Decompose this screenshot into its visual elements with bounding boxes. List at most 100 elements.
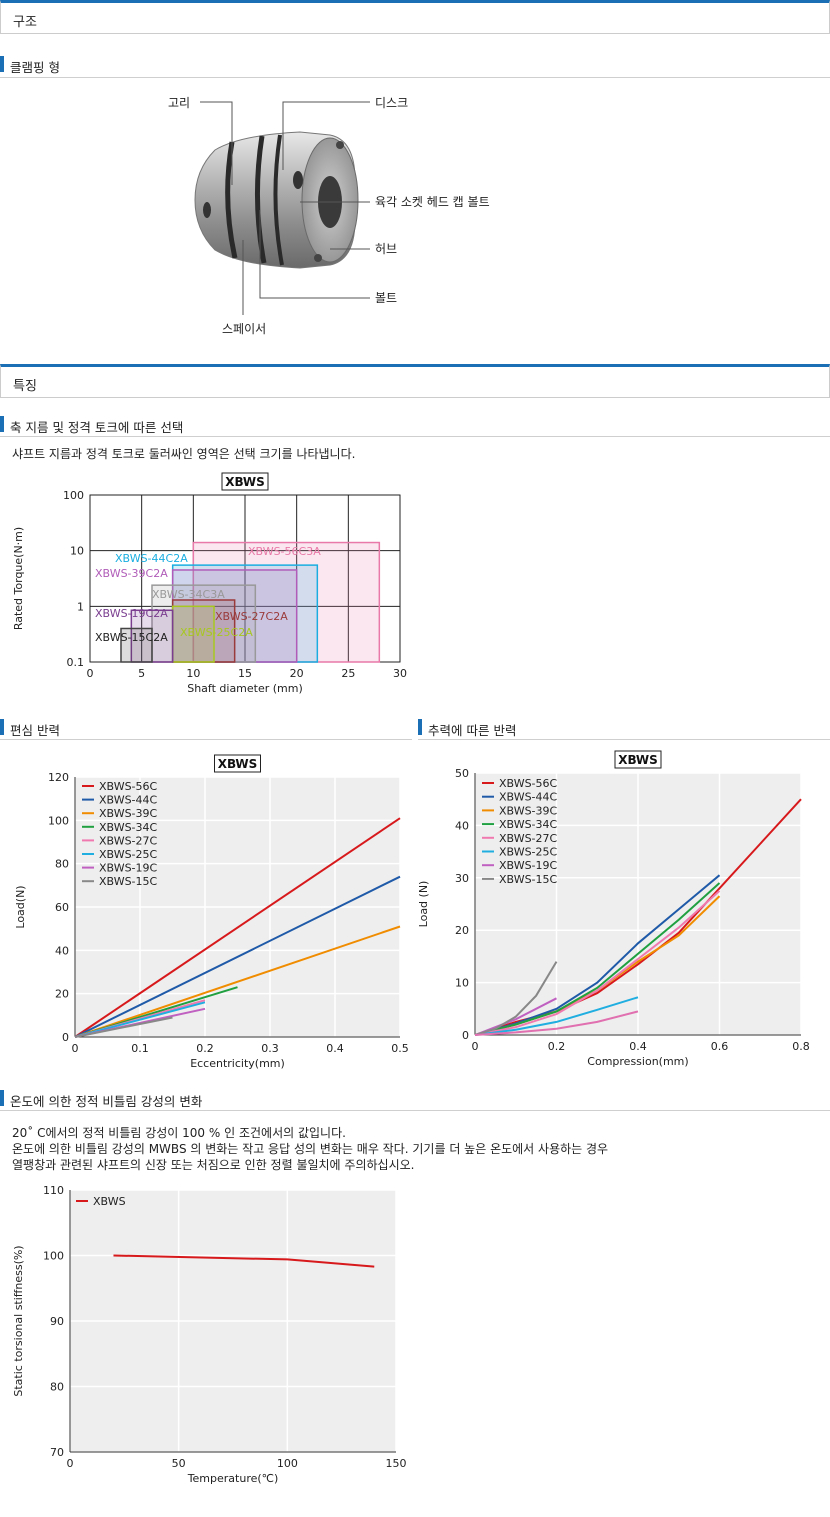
y-tick-label: 120: [48, 771, 69, 784]
region-xbws-15c2a: [120, 627, 153, 663]
series-line-xbws-19c-low: [474, 1010, 639, 1036]
x-tick-label: 150: [386, 1457, 407, 1470]
legend-entry: XBWS-44C: [99, 794, 158, 807]
x-tick-label: 0: [72, 1042, 79, 1055]
section-title: 특징: [13, 379, 37, 394]
y-tick-label: 70: [50, 1446, 64, 1459]
label-spacer: 스페이서: [222, 322, 266, 336]
y-tick-label: 20: [55, 988, 69, 1001]
x-tick-label: 0.4: [326, 1042, 344, 1055]
y-tick-label: 20: [455, 924, 469, 937]
y-tick-label: 90: [50, 1315, 64, 1328]
subsection-title: 축 지름 및 정격 토크에 따른 선택: [10, 420, 184, 435]
series-line-xbws-15c: [474, 961, 558, 1036]
region-label: XBWS-39C2A: [95, 567, 168, 580]
region-label: XBWS-56C3A: [248, 545, 321, 558]
x-tick-label: 0.4: [629, 1040, 647, 1053]
x-tick-label: 0: [87, 667, 94, 680]
x-axis-label: Eccentricity(mm): [190, 1057, 285, 1070]
x-tick-label: 100: [277, 1457, 298, 1470]
legend-entry: XBWS-19C: [499, 859, 558, 872]
y-tick-label: 30: [455, 872, 469, 885]
chart-title-box: [221, 472, 269, 491]
legend-entry: XBWS-15C: [499, 873, 558, 886]
series-line-xbws-44c: [74, 875, 401, 1038]
temperature-chart: 0 50 100 150 70 80 90 100 110 Temperature(℃) Stati…: [12, 1184, 407, 1485]
x-tick-label: 0: [472, 1040, 479, 1053]
x-axis-label: Shaft diameter (mm): [187, 682, 303, 695]
y-tick-label: 60: [55, 901, 69, 914]
series-line-xbws-56c: [74, 817, 401, 1038]
y-tick-label: 100: [43, 1250, 64, 1263]
accent-bar: [418, 719, 422, 735]
legend-entry: XBWS-39C: [499, 804, 558, 817]
region-label: XBWS-15C2A: [95, 631, 168, 644]
x-axis-label: Temperature(℃): [187, 1472, 279, 1485]
region-label: XBWS-19C2A: [95, 607, 168, 620]
subsection-selection: 축 지름 및 정격 토크에 따른 선택: [0, 414, 830, 436]
y-tick-label: 100: [63, 489, 84, 502]
y-tick-label: 10: [70, 545, 84, 558]
legend-entry: XBWS-44C: [499, 791, 558, 804]
x-tick-label: 0.1: [131, 1042, 149, 1055]
subsection-eccentric: 편심 반력: [0, 717, 412, 739]
temp-note-1: 20˚ C에서의 정적 비틀림 강성이 100 % 인 조건에서의 값입니다.: [12, 1126, 346, 1140]
chart-title: XBWS: [218, 757, 258, 771]
label-disk: 디스크: [375, 96, 408, 110]
y-tick-label: 80: [55, 858, 69, 871]
legend-entry: XBWS-27C: [99, 834, 158, 847]
y-tick-label: 10: [455, 977, 469, 990]
divider: [0, 739, 412, 740]
legend-entry: XBWS-15C: [99, 875, 158, 888]
region-label: XBWS-34C3A: [152, 588, 225, 601]
region-label: XBWS-27C2A: [215, 610, 288, 623]
chart-title-box: [214, 754, 261, 773]
accent-bar: [0, 719, 4, 735]
x-tick-label: 0.3: [261, 1042, 279, 1055]
series-line-xbws-25c: [74, 1001, 206, 1038]
series-line-xbws-39c: [74, 925, 401, 1038]
x-tick-label: 0.5: [391, 1042, 409, 1055]
region-xbws-34c3a: [151, 584, 257, 663]
accent-bar: [0, 1090, 4, 1106]
label-bolt: 볼트: [375, 291, 397, 305]
divider: [0, 436, 830, 437]
y-tick-label: 40: [455, 819, 469, 832]
y-axis-label: Load(N): [14, 885, 27, 928]
x-tick-label: 0.2: [196, 1042, 214, 1055]
y-tick-label: 110: [43, 1184, 64, 1197]
temp-note-3: 열팽창과 관련된 샤프트의 신장 또는 처짐으로 인한 정렬 불일치에 주의하십…: [12, 1158, 415, 1172]
y-axis-label: Static torsional stiffness(%): [12, 1245, 25, 1396]
series-line-xbws: [113, 1254, 375, 1268]
section-title: 구조: [13, 15, 37, 30]
selection-chart: 0 5 10 15 20 25 30 0.1 1 10 100 Shaft diameter (mm)…: [12, 472, 407, 695]
x-tick-label: 0.8: [792, 1040, 810, 1053]
legend-entry: XBWS-39C: [99, 807, 158, 820]
y-tick-label: 80: [50, 1381, 64, 1394]
series-line-xbws-34c: [474, 882, 721, 1036]
y-tick-label: 100: [48, 814, 69, 827]
subsection-title: 온도에 의한 정적 비틀림 강성의 변화: [10, 1094, 203, 1109]
legend-entry: XBWS-34C: [499, 818, 558, 831]
legend-entry: XBWS-56C: [499, 777, 558, 790]
y-tick-label: 0: [462, 1029, 469, 1042]
series-line-xbws-15c: [74, 1016, 173, 1038]
x-tick-label: 0.2: [548, 1040, 566, 1053]
label-ring: 고리: [168, 96, 190, 110]
thrust-chart: 0 0.2 0.4 0.6 0.8 0 10 20 30 40 50 Compression(mm) L…: [417, 750, 810, 1068]
x-tick-label: 20: [290, 667, 304, 680]
x-tick-label: 30: [393, 667, 407, 680]
region-xbws-56c3a: [192, 541, 381, 663]
divider: [418, 739, 830, 740]
coupling-illustration: [194, 131, 359, 269]
y-tick-label: 0: [62, 1031, 69, 1044]
x-tick-label: 0: [67, 1457, 74, 1470]
label-hub: 허브: [375, 242, 397, 256]
accent-bar: [0, 416, 4, 432]
coupling-diagram: 고리 디스크 육각 소켓 헤드 캡 볼트 허브 볼트 스페이서: [168, 96, 490, 336]
legend-entry: XBWS-25C: [499, 846, 558, 859]
x-tick-label: 5: [138, 667, 145, 680]
legend-entry: XBWS-27C: [499, 832, 558, 845]
x-tick-label: 10: [186, 667, 200, 680]
y-tick-label: 1: [77, 600, 84, 613]
